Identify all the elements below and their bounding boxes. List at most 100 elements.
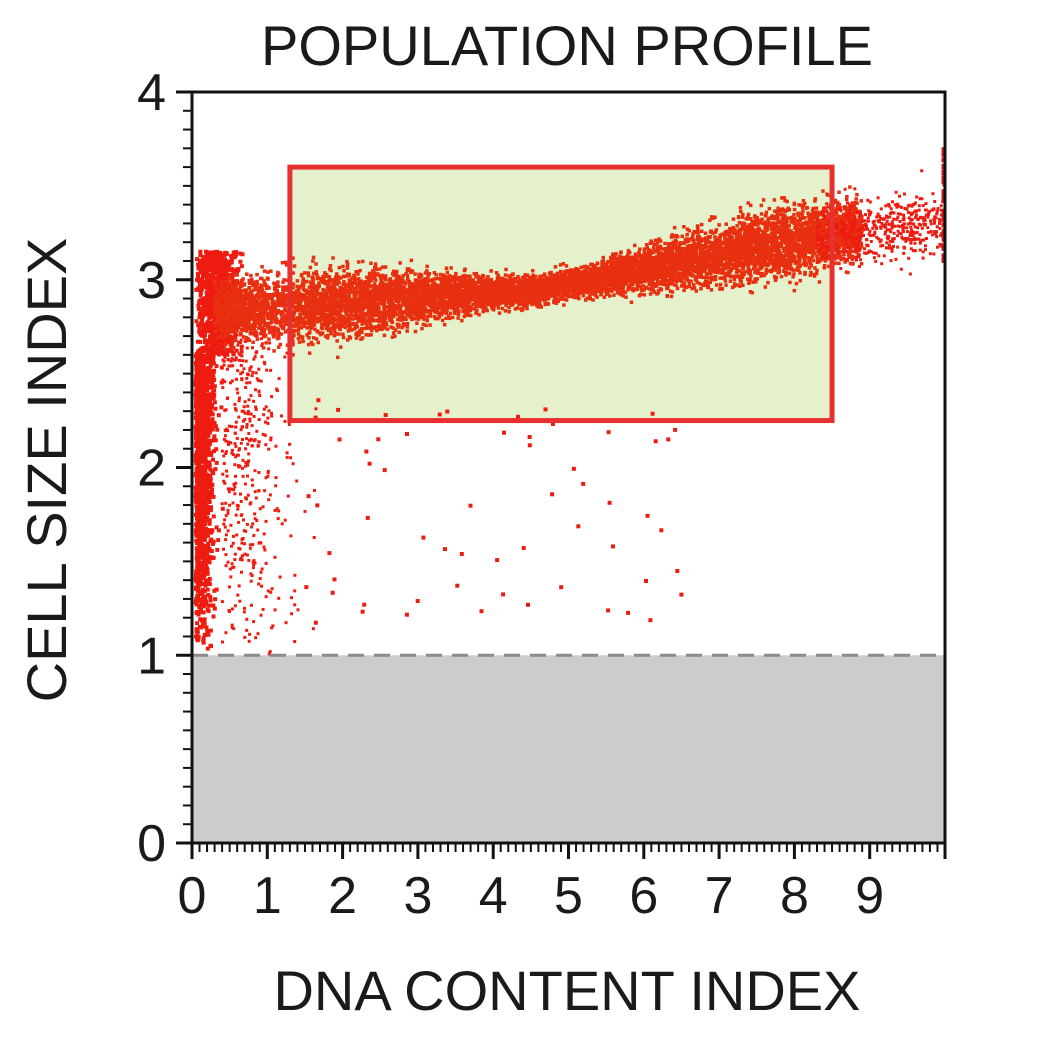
scatter-point [486, 275, 490, 279]
scatter-point [257, 440, 261, 444]
scatter-point [229, 523, 233, 527]
scatter-point [262, 318, 266, 322]
scatter-point [293, 573, 297, 577]
scatter-point [231, 351, 235, 354]
scatter-point [219, 380, 224, 385]
scatter-point [210, 344, 215, 349]
scatter-point [243, 482, 247, 486]
scatter-point [196, 381, 201, 386]
scatter-point [198, 564, 203, 569]
scatter-point [211, 329, 216, 334]
scatter-point [193, 382, 198, 387]
scatter-point [283, 518, 287, 522]
scatter-point [198, 466, 203, 471]
scatter-point [574, 266, 578, 271]
scatter-point [201, 562, 206, 567]
scatter-point [280, 522, 284, 526]
scatter-point [714, 228, 719, 232]
scatter-point [198, 440, 203, 445]
scatter-point [202, 401, 207, 406]
scatter-point [211, 603, 216, 608]
scatter-point [194, 394, 199, 399]
scatter-point [226, 508, 230, 512]
scatter-point [222, 522, 226, 526]
scatter-point [204, 326, 209, 331]
scatter-point [549, 273, 553, 278]
scatter-point [213, 280, 217, 285]
scatter-point [220, 502, 224, 506]
scatter-point [207, 576, 212, 581]
scatter-point [742, 272, 746, 277]
scatter-point [201, 440, 206, 445]
scatter-point [201, 304, 206, 309]
scatter-point [264, 519, 268, 523]
scatter-point [277, 377, 281, 381]
scatter-point [199, 453, 204, 457]
scatter-point [240, 354, 244, 358]
scatter-point [760, 264, 765, 269]
scatter-point [210, 391, 215, 396]
scatter-point [601, 255, 605, 260]
scatter-point [263, 548, 267, 552]
scatter-point [245, 346, 249, 350]
scatter-point [254, 351, 258, 355]
scatter-point [217, 343, 222, 348]
scatter-point [195, 499, 200, 504]
scatter-point [202, 553, 207, 558]
scatter-point [246, 463, 250, 467]
scatter-point [212, 437, 217, 442]
scatter-point [256, 528, 260, 532]
scatter-point [228, 281, 233, 286]
scatter-point [226, 357, 230, 361]
scatter-point [257, 389, 261, 393]
scatter-point [241, 419, 245, 423]
scatter-point [241, 466, 244, 470]
scatter-point [274, 484, 278, 488]
scatter-point [202, 604, 207, 609]
scatter-point [427, 272, 432, 276]
scatter-point [196, 531, 201, 536]
scatter-point [239, 492, 242, 496]
scatter-point [218, 337, 223, 342]
scatter-point [194, 444, 199, 448]
scatter-point [285, 451, 289, 455]
scatter-point [227, 328, 231, 332]
scatter-point [672, 225, 677, 230]
scatter-point [239, 500, 243, 503]
scatter-point [341, 332, 345, 336]
scatter-point [239, 338, 243, 342]
scatter-point [288, 442, 292, 446]
scatter-point [251, 483, 255, 487]
scatter-point [197, 286, 202, 291]
scatter-point [201, 334, 206, 339]
scatter-point [212, 400, 217, 405]
scatter-point [203, 387, 208, 392]
scatter-point [312, 536, 316, 539]
scatter-point [221, 265, 226, 270]
scatter-point [204, 518, 208, 522]
scatter-point [208, 299, 212, 304]
scatter-point [553, 265, 558, 269]
scatter-point [270, 414, 274, 418]
scatter-point [210, 376, 215, 380]
scatter-point [249, 365, 253, 369]
scatter-point [201, 525, 206, 530]
scatter-point [668, 242, 673, 246]
scatter-point [211, 352, 216, 357]
scatter-point [213, 323, 218, 327]
scatter-point [214, 364, 219, 369]
scatter-point [246, 404, 250, 408]
scatter-point [800, 205, 805, 210]
scatter-point [262, 331, 266, 336]
scatter-point [749, 203, 753, 208]
scatter-point [817, 280, 822, 284]
scatter-point [585, 290, 590, 295]
scatter-point [257, 418, 261, 421]
scatter-point [251, 522, 255, 526]
scatter-point [705, 275, 709, 280]
scatter-point [230, 544, 233, 548]
scatter-point [201, 573, 206, 578]
scatter-point [206, 286, 211, 291]
scatter-point [208, 490, 213, 495]
scatter-point [447, 316, 452, 321]
